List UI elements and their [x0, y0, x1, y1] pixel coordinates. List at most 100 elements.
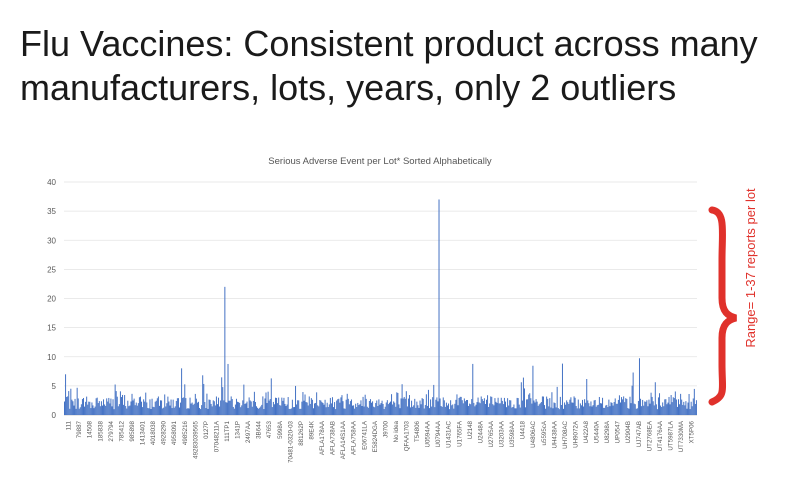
bar — [396, 392, 398, 415]
bar — [72, 401, 74, 415]
bar — [450, 400, 452, 415]
bar — [502, 404, 504, 415]
bar — [106, 398, 108, 415]
bar — [169, 405, 171, 415]
bar — [203, 383, 205, 415]
bar — [73, 405, 75, 415]
bar — [262, 396, 264, 415]
bar — [481, 399, 483, 415]
bar — [645, 401, 647, 415]
bar — [599, 403, 601, 415]
bar — [329, 397, 331, 415]
bar — [429, 408, 431, 415]
bar — [84, 406, 86, 415]
bar — [344, 408, 346, 415]
x-tick-label: 4928290 — [161, 420, 168, 445]
bar — [515, 408, 517, 415]
y-tick-label: 15 — [47, 324, 56, 333]
bar — [296, 404, 298, 415]
bar — [613, 402, 615, 415]
bar — [382, 403, 384, 415]
bar — [347, 398, 349, 415]
bar — [245, 403, 247, 415]
bar — [405, 391, 407, 415]
bar — [256, 406, 258, 415]
bar — [511, 407, 513, 415]
bar — [647, 406, 649, 415]
bar — [393, 401, 395, 415]
bar — [570, 397, 572, 415]
bar — [638, 358, 640, 415]
bar — [183, 397, 185, 415]
bar — [471, 399, 473, 415]
bar — [589, 406, 591, 415]
slide-title-line-1: Flu Vaccines: Consistent product across … — [20, 23, 758, 64]
bar — [253, 391, 255, 415]
bar — [114, 384, 116, 415]
bar — [325, 407, 327, 415]
bar — [426, 405, 428, 415]
bar — [158, 405, 160, 415]
x-tick-label: UT2768EA — [646, 420, 653, 451]
bar — [222, 387, 224, 415]
bar — [469, 403, 471, 415]
bar — [519, 407, 521, 415]
x-tick-label: U2448A — [477, 420, 484, 443]
bar — [439, 398, 441, 415]
x-tick-label: 5998A — [277, 420, 284, 439]
bar — [585, 402, 587, 415]
bar — [390, 401, 391, 415]
bar — [161, 400, 163, 415]
bar — [283, 397, 285, 415]
x-tick-label: 3B644 — [256, 420, 263, 438]
bar — [142, 407, 144, 415]
x-tick-label: 14508 — [87, 420, 94, 438]
bar — [71, 399, 73, 415]
bar — [218, 397, 220, 415]
bar — [138, 397, 140, 415]
bar — [568, 403, 570, 415]
bar — [563, 408, 565, 415]
x-tick-label: 07048211A — [213, 420, 220, 452]
bar — [230, 396, 232, 415]
bar — [97, 403, 99, 415]
bar — [688, 394, 690, 415]
bar — [282, 400, 284, 415]
bar — [555, 407, 557, 415]
y-tick-label: 40 — [47, 178, 56, 187]
bar — [584, 399, 586, 415]
bar — [449, 409, 451, 415]
bar — [420, 404, 422, 415]
bar — [333, 407, 335, 415]
bar — [254, 401, 256, 415]
bar — [257, 407, 259, 415]
chart-title: Serious Adverse Event per Lot* Sorted Al… — [268, 156, 492, 167]
bar — [252, 400, 254, 415]
bar — [577, 399, 579, 415]
bar — [609, 406, 611, 415]
bar — [298, 400, 300, 415]
bar — [271, 407, 273, 415]
bar — [239, 402, 241, 415]
bar — [88, 401, 90, 415]
bar — [561, 363, 563, 415]
bar — [417, 405, 419, 415]
bar — [166, 403, 168, 415]
x-tick-label: 4958091 — [171, 420, 178, 445]
bar — [312, 408, 314, 415]
bar — [628, 408, 630, 415]
bar — [301, 401, 303, 415]
y-tick-label: 35 — [47, 207, 56, 216]
bar — [657, 397, 659, 415]
bar — [604, 407, 606, 415]
bar — [371, 402, 372, 415]
bar — [341, 395, 343, 415]
y-tick-label: 5 — [52, 382, 57, 391]
bar — [528, 394, 530, 415]
bar — [522, 377, 524, 415]
bar — [632, 372, 634, 415]
bar — [345, 399, 347, 415]
bar — [272, 401, 274, 415]
bar — [532, 365, 534, 415]
bar — [197, 401, 199, 415]
